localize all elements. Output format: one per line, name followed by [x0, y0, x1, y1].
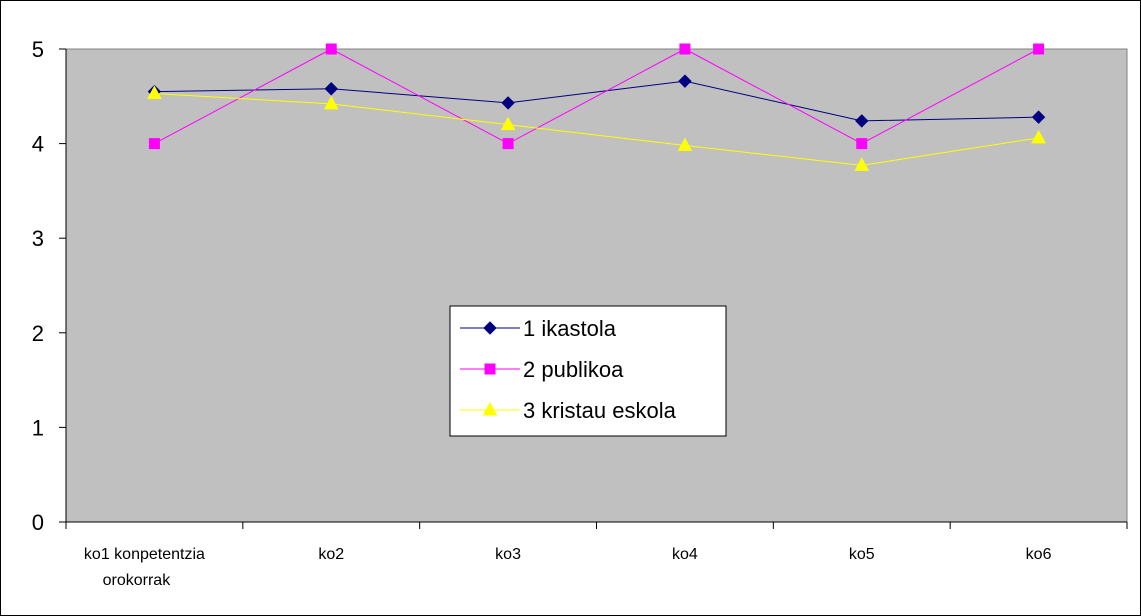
- data-point-series-3: [1031, 129, 1046, 144]
- data-point-series-2: [1033, 43, 1045, 55]
- x-tick-label: ko1 konpetentzia orokorrak: [84, 546, 205, 589]
- legend-marker: [483, 321, 497, 335]
- legend-marker: [482, 401, 498, 416]
- data-point-series-3: [323, 95, 339, 110]
- legend-marker: [484, 363, 496, 375]
- y-tick-label: 4: [32, 132, 44, 157]
- data-point-series-3: [677, 137, 693, 151]
- y-tick-label: 5: [32, 37, 44, 62]
- data-point-series-1: [501, 96, 515, 110]
- data-point-series-3: [147, 85, 162, 99]
- data-point-series-3: [854, 157, 870, 171]
- data-point-series-2: [679, 43, 691, 55]
- legend-label: 2 publikoa: [523, 357, 624, 382]
- data-point-series-3: [500, 116, 516, 131]
- y-tick-label: 2: [32, 321, 44, 346]
- series-line-3: [154, 92, 1039, 166]
- data-point-series-2: [325, 43, 337, 55]
- y-tick-label: 3: [32, 226, 44, 251]
- x-tick-label: ko6: [1026, 546, 1052, 563]
- data-point-series-1: [1031, 110, 1046, 124]
- data-point-series-2: [148, 138, 160, 150]
- y-tick-label: 1: [32, 415, 44, 440]
- data-point-series-1: [678, 74, 692, 88]
- series-line-1: [154, 80, 1039, 122]
- x-tick-label: ko3: [495, 546, 521, 563]
- legend-label: 3 kristau eskola: [523, 398, 677, 423]
- data-point-series-1: [324, 82, 338, 96]
- data-point-series-2: [856, 138, 868, 150]
- plot-area: [65, 48, 1128, 523]
- y-tick-label: 0: [32, 510, 44, 535]
- data-point-series-1: [855, 114, 869, 128]
- x-tick-label: ko4: [672, 546, 698, 563]
- data-point-series-2: [502, 138, 514, 150]
- x-tick-label: ko2: [318, 546, 344, 563]
- x-tick-label: ko5: [849, 546, 875, 563]
- legend-label: 1 ikastola: [523, 316, 617, 341]
- series-line-2: [154, 48, 1039, 145]
